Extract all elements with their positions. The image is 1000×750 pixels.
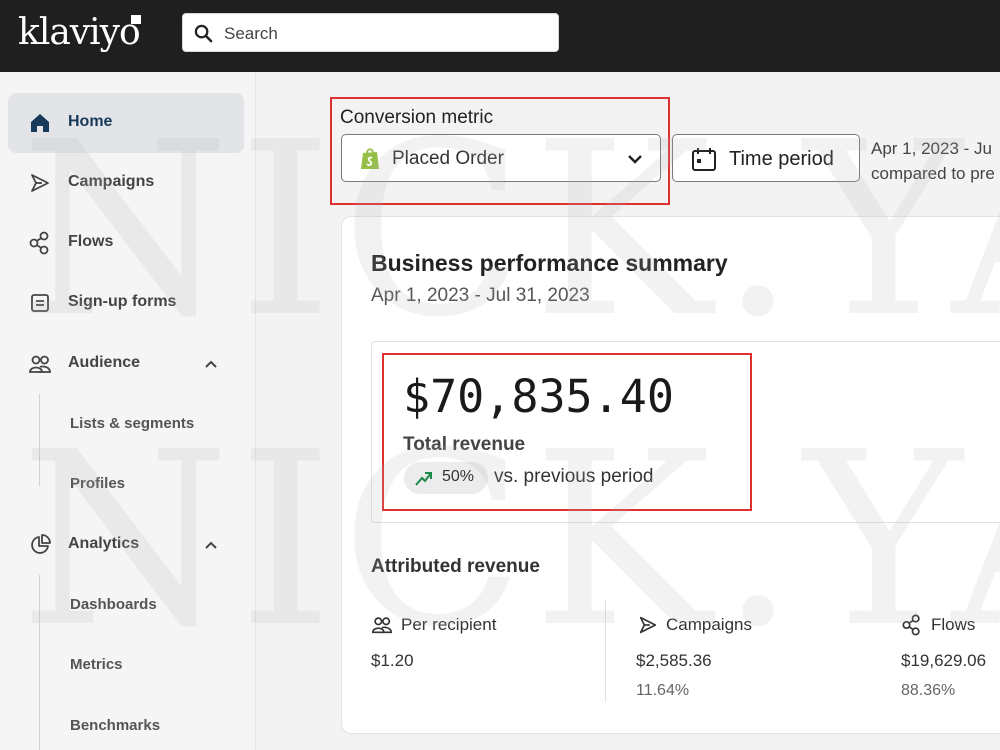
selected-date-range: Apr 1, 2023 - Ju compared to pre xyxy=(871,136,995,186)
flows-icon xyxy=(902,614,920,636)
card-title: Business performance summary xyxy=(371,250,728,276)
conversion-metric-select[interactable]: Placed Order xyxy=(341,134,661,182)
chevron-down-icon xyxy=(628,155,642,164)
send-icon xyxy=(31,174,49,192)
sidebar-item-analytics[interactable]: Analytics xyxy=(8,515,244,575)
date-range-line: Apr 1, 2023 - Ju xyxy=(871,139,992,158)
campaigns-label: Campaigns xyxy=(666,615,752,634)
audience-icon xyxy=(29,355,51,373)
sidebar-item-label: Analytics xyxy=(68,535,140,552)
change-percent: 50% xyxy=(442,468,475,485)
per-recipient-label: Per recipient xyxy=(401,615,497,634)
comparison-line: compared to pre xyxy=(871,164,995,183)
klaviyo-logo[interactable]: klaviyo xyxy=(18,12,141,53)
sidebar-item-label: Audience xyxy=(68,354,141,371)
flows-icon xyxy=(29,231,49,255)
sidebar-item-label: Sign-up forms xyxy=(68,293,177,310)
search-icon xyxy=(194,24,213,43)
flows-label: Flows xyxy=(931,615,976,634)
conversion-metric-value: Placed Order xyxy=(392,148,504,169)
sidebar-item-benchmarks[interactable]: Benchmarks xyxy=(8,696,244,750)
sidebar-item-lists-segments[interactable]: Lists & segments xyxy=(8,394,244,454)
sidebar: Home Campaigns Flows Sign-up forms xyxy=(0,72,256,750)
chevron-up-icon[interactable] xyxy=(203,537,219,553)
sidebar-item-label: Campaigns xyxy=(68,173,155,190)
sidebar-item-home[interactable]: Home xyxy=(8,93,244,153)
audience-icon xyxy=(372,617,392,634)
sidebar-item-label: Metrics xyxy=(70,656,123,673)
sidebar-item-signup-forms[interactable]: Sign-up forms xyxy=(8,273,244,333)
per-recipient-value: $1.20 xyxy=(371,651,414,670)
sidebar-item-flows[interactable]: Flows xyxy=(8,213,244,273)
analytics-tree-line xyxy=(39,575,40,750)
sidebar-item-audience[interactable]: Audience xyxy=(8,334,244,394)
total-revenue-value: $70,835.40 xyxy=(403,370,674,423)
sidebar-item-dashboards[interactable]: Dashboards xyxy=(8,575,244,635)
highlight-conversion-metric xyxy=(330,97,670,205)
form-icon xyxy=(31,294,49,312)
change-comparison-text: vs. previous period xyxy=(494,466,654,487)
time-period-button[interactable]: Time period xyxy=(672,134,860,182)
card-date-range: Apr 1, 2023 - Jul 31, 2023 xyxy=(371,285,590,306)
sidebar-item-label: Benchmarks xyxy=(70,717,161,734)
sidebar-item-metrics[interactable]: Metrics xyxy=(8,635,244,695)
campaigns-revenue-percent: 11.64% xyxy=(636,682,690,699)
logo-flag xyxy=(131,15,141,24)
search-input[interactable]: Search xyxy=(182,13,559,52)
sidebar-item-campaigns[interactable]: Campaigns xyxy=(8,153,244,213)
highlight-total-revenue xyxy=(382,353,752,511)
analytics-icon xyxy=(31,534,51,554)
send-icon xyxy=(639,616,657,634)
sidebar-item-label: Flows xyxy=(68,233,114,250)
audience-tree-line xyxy=(39,394,40,486)
sidebar-item-label: Lists & segments xyxy=(70,415,195,432)
total-revenue-box xyxy=(371,341,1000,523)
campaigns-revenue-value: $2,585.36 xyxy=(636,651,712,670)
column-divider xyxy=(605,600,606,702)
trend-up-icon xyxy=(415,472,432,486)
home-icon xyxy=(31,114,49,132)
sidebar-item-label: Dashboards xyxy=(70,596,157,613)
sidebar-item-label: Profiles xyxy=(70,475,126,492)
flows-revenue-percent: 88.36% xyxy=(901,682,956,699)
attributed-revenue-title: Attributed revenue xyxy=(371,556,540,577)
total-revenue-label: Total revenue xyxy=(403,434,526,455)
sidebar-item-profiles[interactable]: Profiles xyxy=(8,454,244,514)
shopify-icon xyxy=(361,148,379,169)
time-period-label: Time period xyxy=(729,148,834,170)
conversion-metric-label: Conversion metric xyxy=(340,107,494,128)
chevron-up-icon[interactable] xyxy=(203,356,219,372)
flows-revenue-value: $19,629.06 xyxy=(901,651,987,670)
calendar-icon xyxy=(692,148,716,171)
top-bar: klaviyo Search xyxy=(0,0,1000,72)
change-badge: 50% xyxy=(404,462,488,494)
sidebar-item-label: Home xyxy=(68,113,113,130)
search-placeholder: Search xyxy=(224,24,278,43)
